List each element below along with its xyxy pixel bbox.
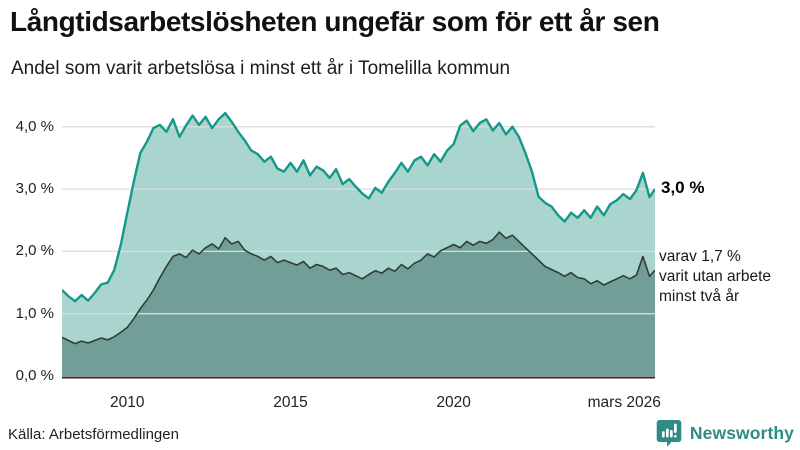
series-lines bbox=[62, 111, 655, 345]
newsworthy-logo: Newsworthy bbox=[656, 419, 794, 448]
newsworthy-icon bbox=[656, 420, 682, 447]
chart-subtitle: Andel som varit arbetslösa i minst ett å… bbox=[11, 58, 511, 79]
x-tick-label: mars 2026 bbox=[587, 394, 661, 411]
area-chart-plot bbox=[62, 111, 655, 379]
x-tick-label: 2015 bbox=[273, 394, 308, 411]
source-credit: Källa: Arbetsförmedlingen bbox=[8, 426, 179, 443]
x-tick-label: 2010 bbox=[110, 394, 145, 411]
secondary-annotation-line-2: varit utan arbete bbox=[659, 268, 772, 285]
secondary-line bbox=[62, 231, 655, 345]
secondary-end-annotation: varav 1,7 % varit utan arbete minst två … bbox=[659, 247, 771, 307]
x-tick-label: 2020 bbox=[436, 394, 471, 411]
y-tick-label: 1,0 % bbox=[15, 304, 54, 322]
secondary-area bbox=[62, 232, 655, 376]
newsworthy-wordmark: Newsworthy bbox=[689, 423, 794, 443]
secondary-annotation-line-1: varav 1,7 % bbox=[659, 248, 741, 265]
area-fills bbox=[62, 113, 655, 376]
y-tick-label: 2,0 % bbox=[15, 242, 54, 260]
total-line bbox=[62, 111, 655, 303]
y-tick-label: 4,0 % bbox=[15, 117, 54, 135]
y-tick-label: 0,0 % bbox=[15, 367, 54, 384]
total-end-value-label: 3,0 % bbox=[661, 178, 705, 197]
secondary-annotation-line-3: minst två år bbox=[659, 288, 740, 305]
y-tick-label: 3,0 % bbox=[15, 180, 54, 198]
page-title: Långtidsarbetslösheten ungefär som för e… bbox=[10, 6, 660, 37]
